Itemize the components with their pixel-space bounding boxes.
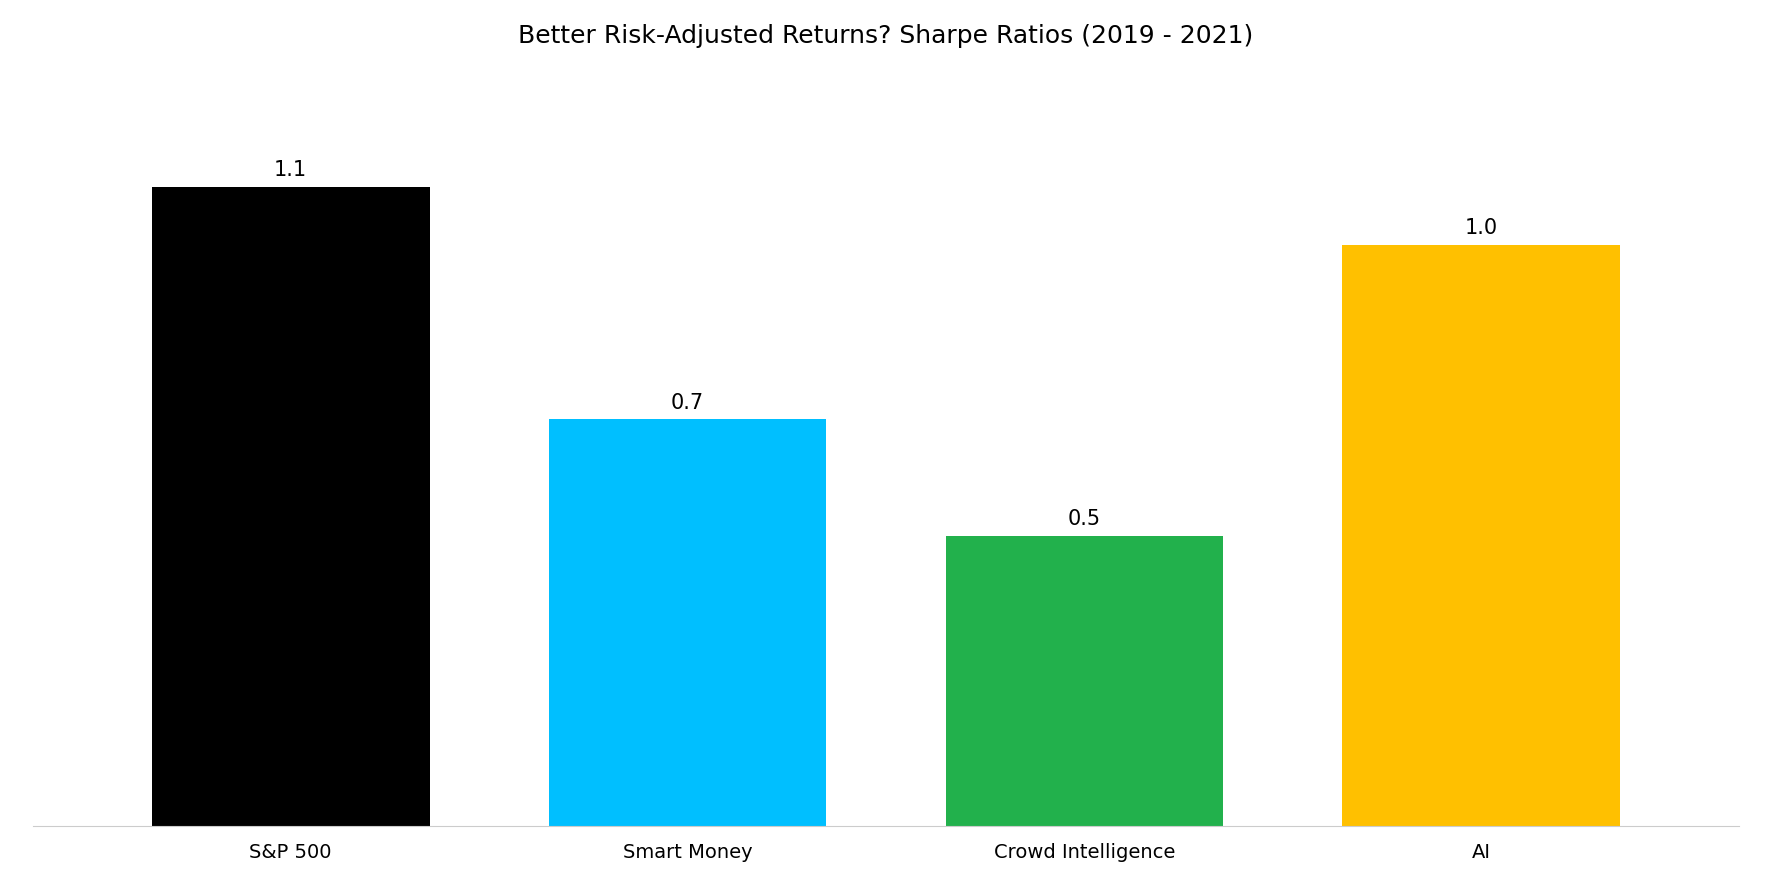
Bar bbox=[152, 187, 429, 827]
Text: 1.1: 1.1 bbox=[275, 160, 307, 180]
Bar bbox=[1343, 245, 1620, 827]
Bar bbox=[549, 419, 826, 827]
Title: Better Risk-Adjusted Returns? Sharpe Ratios (2019 - 2021): Better Risk-Adjusted Returns? Sharpe Rat… bbox=[519, 24, 1253, 48]
Bar bbox=[946, 536, 1223, 827]
Text: 1.0: 1.0 bbox=[1465, 218, 1497, 238]
Text: 0.7: 0.7 bbox=[672, 392, 703, 413]
Text: 0.5: 0.5 bbox=[1069, 509, 1100, 529]
